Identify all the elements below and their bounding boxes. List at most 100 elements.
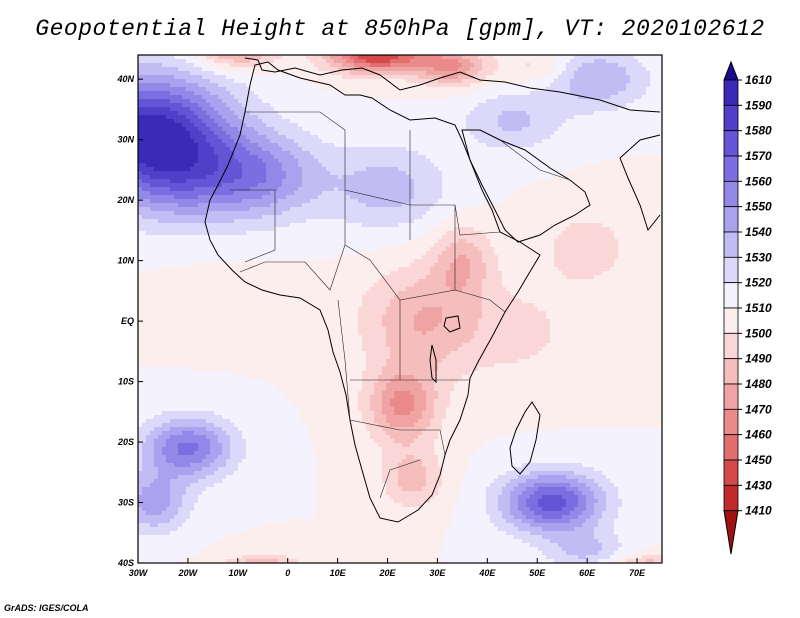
field-cell: [406, 103, 410, 107]
field-cell: [190, 59, 194, 63]
field-cell: [278, 147, 282, 151]
field-cell: [278, 159, 282, 163]
field-cell: [650, 179, 654, 183]
field-cell: [182, 79, 186, 83]
field-cell: [226, 143, 230, 147]
field-cell: [322, 163, 326, 167]
field-cell: [374, 183, 378, 187]
field-cell: [594, 87, 598, 91]
field-cell: [654, 139, 658, 143]
field-cell: [210, 67, 214, 71]
field-cell: [450, 191, 454, 195]
field-cell: [362, 99, 366, 103]
field-cell: [506, 183, 510, 187]
field-cell: [538, 71, 542, 75]
field-cell: [450, 175, 454, 179]
field-cell: [278, 99, 282, 103]
field-cell: [366, 79, 370, 83]
field-cell: [498, 163, 502, 167]
field-cell: [166, 199, 170, 203]
field-cell: [242, 175, 246, 179]
field-cell: [482, 139, 486, 143]
field-cell: [194, 135, 198, 139]
field-cell: [178, 187, 182, 191]
field-cell: [202, 63, 206, 67]
field-cell: [574, 203, 578, 207]
field-cell: [226, 119, 230, 123]
field-cell: [654, 163, 658, 167]
field-cell: [502, 99, 506, 103]
field-cell: [154, 139, 158, 143]
field-cell: [350, 167, 354, 171]
field-cell: [202, 115, 206, 119]
field-cell: [510, 203, 514, 207]
field-cell: [510, 119, 514, 123]
field-cell: [362, 75, 366, 79]
field-cell: [414, 71, 418, 75]
field-cell: [386, 147, 390, 151]
field-cell: [306, 147, 310, 151]
field-cell: [562, 199, 566, 203]
field-cell: [234, 123, 238, 127]
field-cell: [242, 127, 246, 131]
field-cell: [310, 155, 314, 159]
field-cell: [486, 171, 490, 175]
field-cell: [594, 159, 598, 163]
field-cell: [550, 67, 554, 71]
field-cell: [474, 99, 478, 103]
field-cell: [478, 111, 482, 115]
field-cell: [522, 167, 526, 171]
field-cell: [634, 79, 638, 83]
field-cell: [654, 63, 658, 67]
field-cell: [458, 147, 462, 151]
field-cell: [602, 163, 606, 167]
field-cell: [550, 151, 554, 155]
field-cell: [494, 175, 498, 179]
field-cell: [638, 83, 642, 87]
field-cell: [302, 59, 306, 63]
field-cell: [226, 183, 230, 187]
field-cell: [222, 55, 226, 59]
field-cell: [370, 103, 374, 107]
field-cell: [502, 147, 506, 151]
field-cell: [262, 107, 266, 111]
field-cell: [314, 163, 318, 167]
field-cell: [346, 195, 350, 199]
field-cell: [574, 131, 578, 135]
field-cell: [410, 91, 414, 95]
field-cell: [358, 163, 362, 167]
field-cell: [294, 115, 298, 119]
field-cell: [190, 111, 194, 115]
field-cell: [386, 59, 390, 63]
field-cell: [162, 203, 166, 207]
field-cell: [362, 127, 366, 131]
field-cell: [502, 151, 506, 155]
field-cell: [346, 59, 350, 63]
field-cell: [162, 155, 166, 159]
field-cell: [198, 155, 202, 159]
field-cell: [534, 123, 538, 127]
field-cell: [594, 83, 598, 87]
field-cell: [462, 103, 466, 107]
field-cell: [446, 167, 450, 171]
field-cell: [574, 127, 578, 131]
field-cell: [422, 75, 426, 79]
field-cell: [190, 103, 194, 107]
field-cell: [590, 71, 594, 75]
field-cell: [514, 111, 518, 115]
field-cell: [342, 171, 346, 175]
field-cell: [386, 155, 390, 159]
field-cell: [194, 151, 198, 155]
field-cell: [550, 203, 554, 207]
field-cell: [358, 183, 362, 187]
field-cell: [426, 83, 430, 87]
field-cell: [550, 55, 554, 59]
field-cell: [142, 55, 146, 59]
field-cell: [222, 163, 226, 167]
field-cell: [294, 139, 298, 143]
field-cell: [218, 159, 222, 163]
field-cell: [530, 139, 534, 143]
field-cell: [650, 83, 654, 87]
field-cell: [290, 203, 294, 207]
field-cell: [526, 139, 530, 143]
